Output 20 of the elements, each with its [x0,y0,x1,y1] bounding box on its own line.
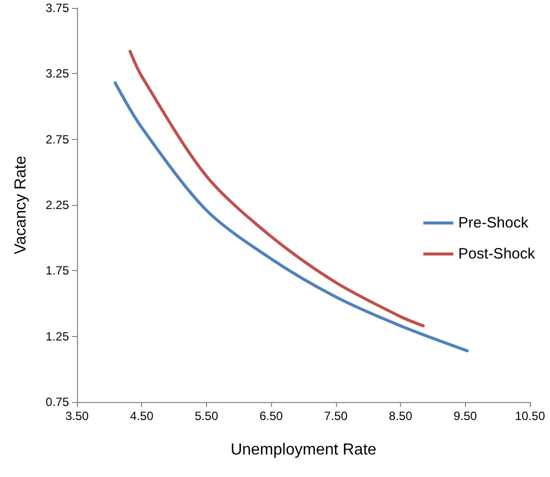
legend-label: Pre-Shock [458,214,529,232]
x-tick-label: 9.50 [454,409,478,423]
y-tick-label: 1.25 [46,329,70,344]
y-tick-label: 3.75 [46,1,70,15]
x-tick-label: 5.50 [194,409,218,423]
x-tick-label: 4.50 [130,409,154,423]
x-axis-title: Unemployment Rate [230,442,377,458]
y-tick-label: 2.25 [46,198,70,212]
x-tick-label: 7.50 [324,409,348,423]
y-tick-label: 2.75 [46,132,70,146]
x-tick-label: 6.50 [259,409,284,423]
x-tick-label: 8.50 [388,409,413,423]
y-tick-label: 1.75 [46,264,70,278]
line-series [128,50,425,328]
x-tick-label: 3.50 [65,409,89,423]
y-tick-label: 0.75 [46,395,70,409]
y-tick-label: 3.25 [46,66,70,81]
legend-label: Post-Shock [458,246,536,262]
x-tick-label: 10.50 [514,409,546,423]
y-axis-title: Vacancy Rate [12,156,30,254]
